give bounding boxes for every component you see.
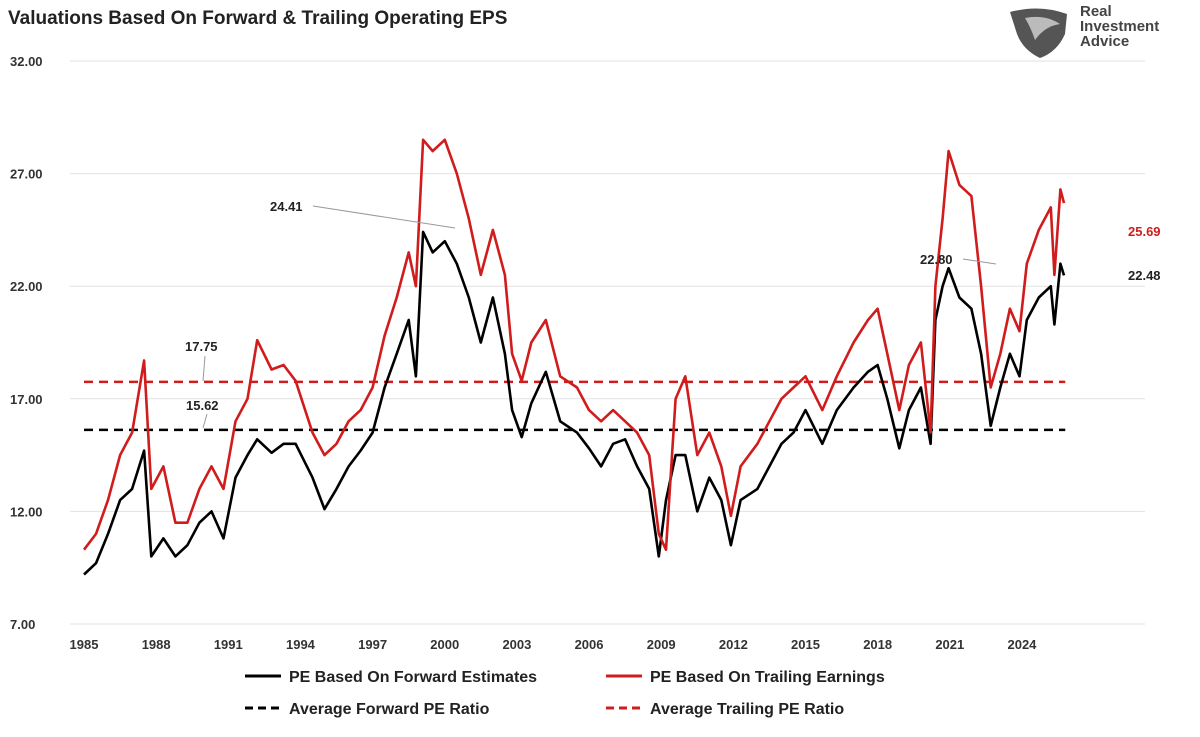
logo-text: Real Investment Advice — [1080, 4, 1159, 49]
x-tick-label: 2000 — [430, 637, 459, 652]
y-tick-label: 27.00 — [10, 167, 43, 182]
x-tick-label: 1988 — [142, 637, 171, 652]
x-tick-label: 2009 — [647, 637, 676, 652]
legend-label: PE Based On Forward Estimates — [289, 669, 537, 686]
y-tick-label: 7.00 — [10, 617, 35, 632]
x-tick-label: 1997 — [358, 637, 387, 652]
logo-line: Real — [1080, 3, 1112, 20]
x-tick-label: 1994 — [286, 637, 316, 652]
annotation-label: 24.41 — [270, 199, 303, 214]
legend-label: Average Forward PE Ratio — [289, 701, 490, 718]
annotation-label: 22.48 — [1128, 268, 1161, 283]
annotation-label: 25.69 — [1128, 224, 1161, 239]
logo — [1005, 4, 1195, 60]
y-tick-label: 32.00 — [10, 54, 43, 69]
legend-label: PE Based On Trailing Earnings — [650, 669, 885, 686]
eagle-shield-icon — [1010, 8, 1067, 59]
x-tick-label: 2012 — [719, 637, 748, 652]
x-tick-label: 2003 — [502, 637, 531, 652]
y-tick-label: 22.00 — [10, 279, 43, 294]
series-line-1 — [82, 138, 1066, 552]
y-tick-label: 12.00 — [10, 504, 43, 519]
annotation-leader — [312, 205, 456, 229]
annotation-leader — [202, 355, 206, 382]
x-tick-label: 2021 — [935, 637, 964, 652]
legend-label: Average Trailing PE Ratio — [650, 701, 844, 718]
annotation-label: 17.75 — [185, 339, 218, 354]
chart-title: Valuations Based On Forward & Trailing O… — [8, 8, 508, 29]
y-tick-label: 17.00 — [10, 392, 43, 407]
x-tick-label: 1985 — [70, 637, 99, 652]
logo-line: Advice — [1080, 33, 1130, 50]
x-tick-label: 1991 — [214, 637, 243, 652]
x-tick-label: 2015 — [791, 637, 820, 652]
logo-line: Investment — [1080, 18, 1160, 35]
annotation-label: 15.62 — [186, 398, 219, 413]
annotation-label: 22.80 — [920, 252, 953, 267]
annotation-leader — [962, 258, 997, 265]
annotation-leader — [202, 413, 208, 429]
x-tick-label: 2024 — [1007, 637, 1037, 652]
x-tick-label: 2018 — [863, 637, 892, 652]
x-tick-label: 2006 — [575, 637, 604, 652]
series-line-0 — [83, 230, 1066, 576]
